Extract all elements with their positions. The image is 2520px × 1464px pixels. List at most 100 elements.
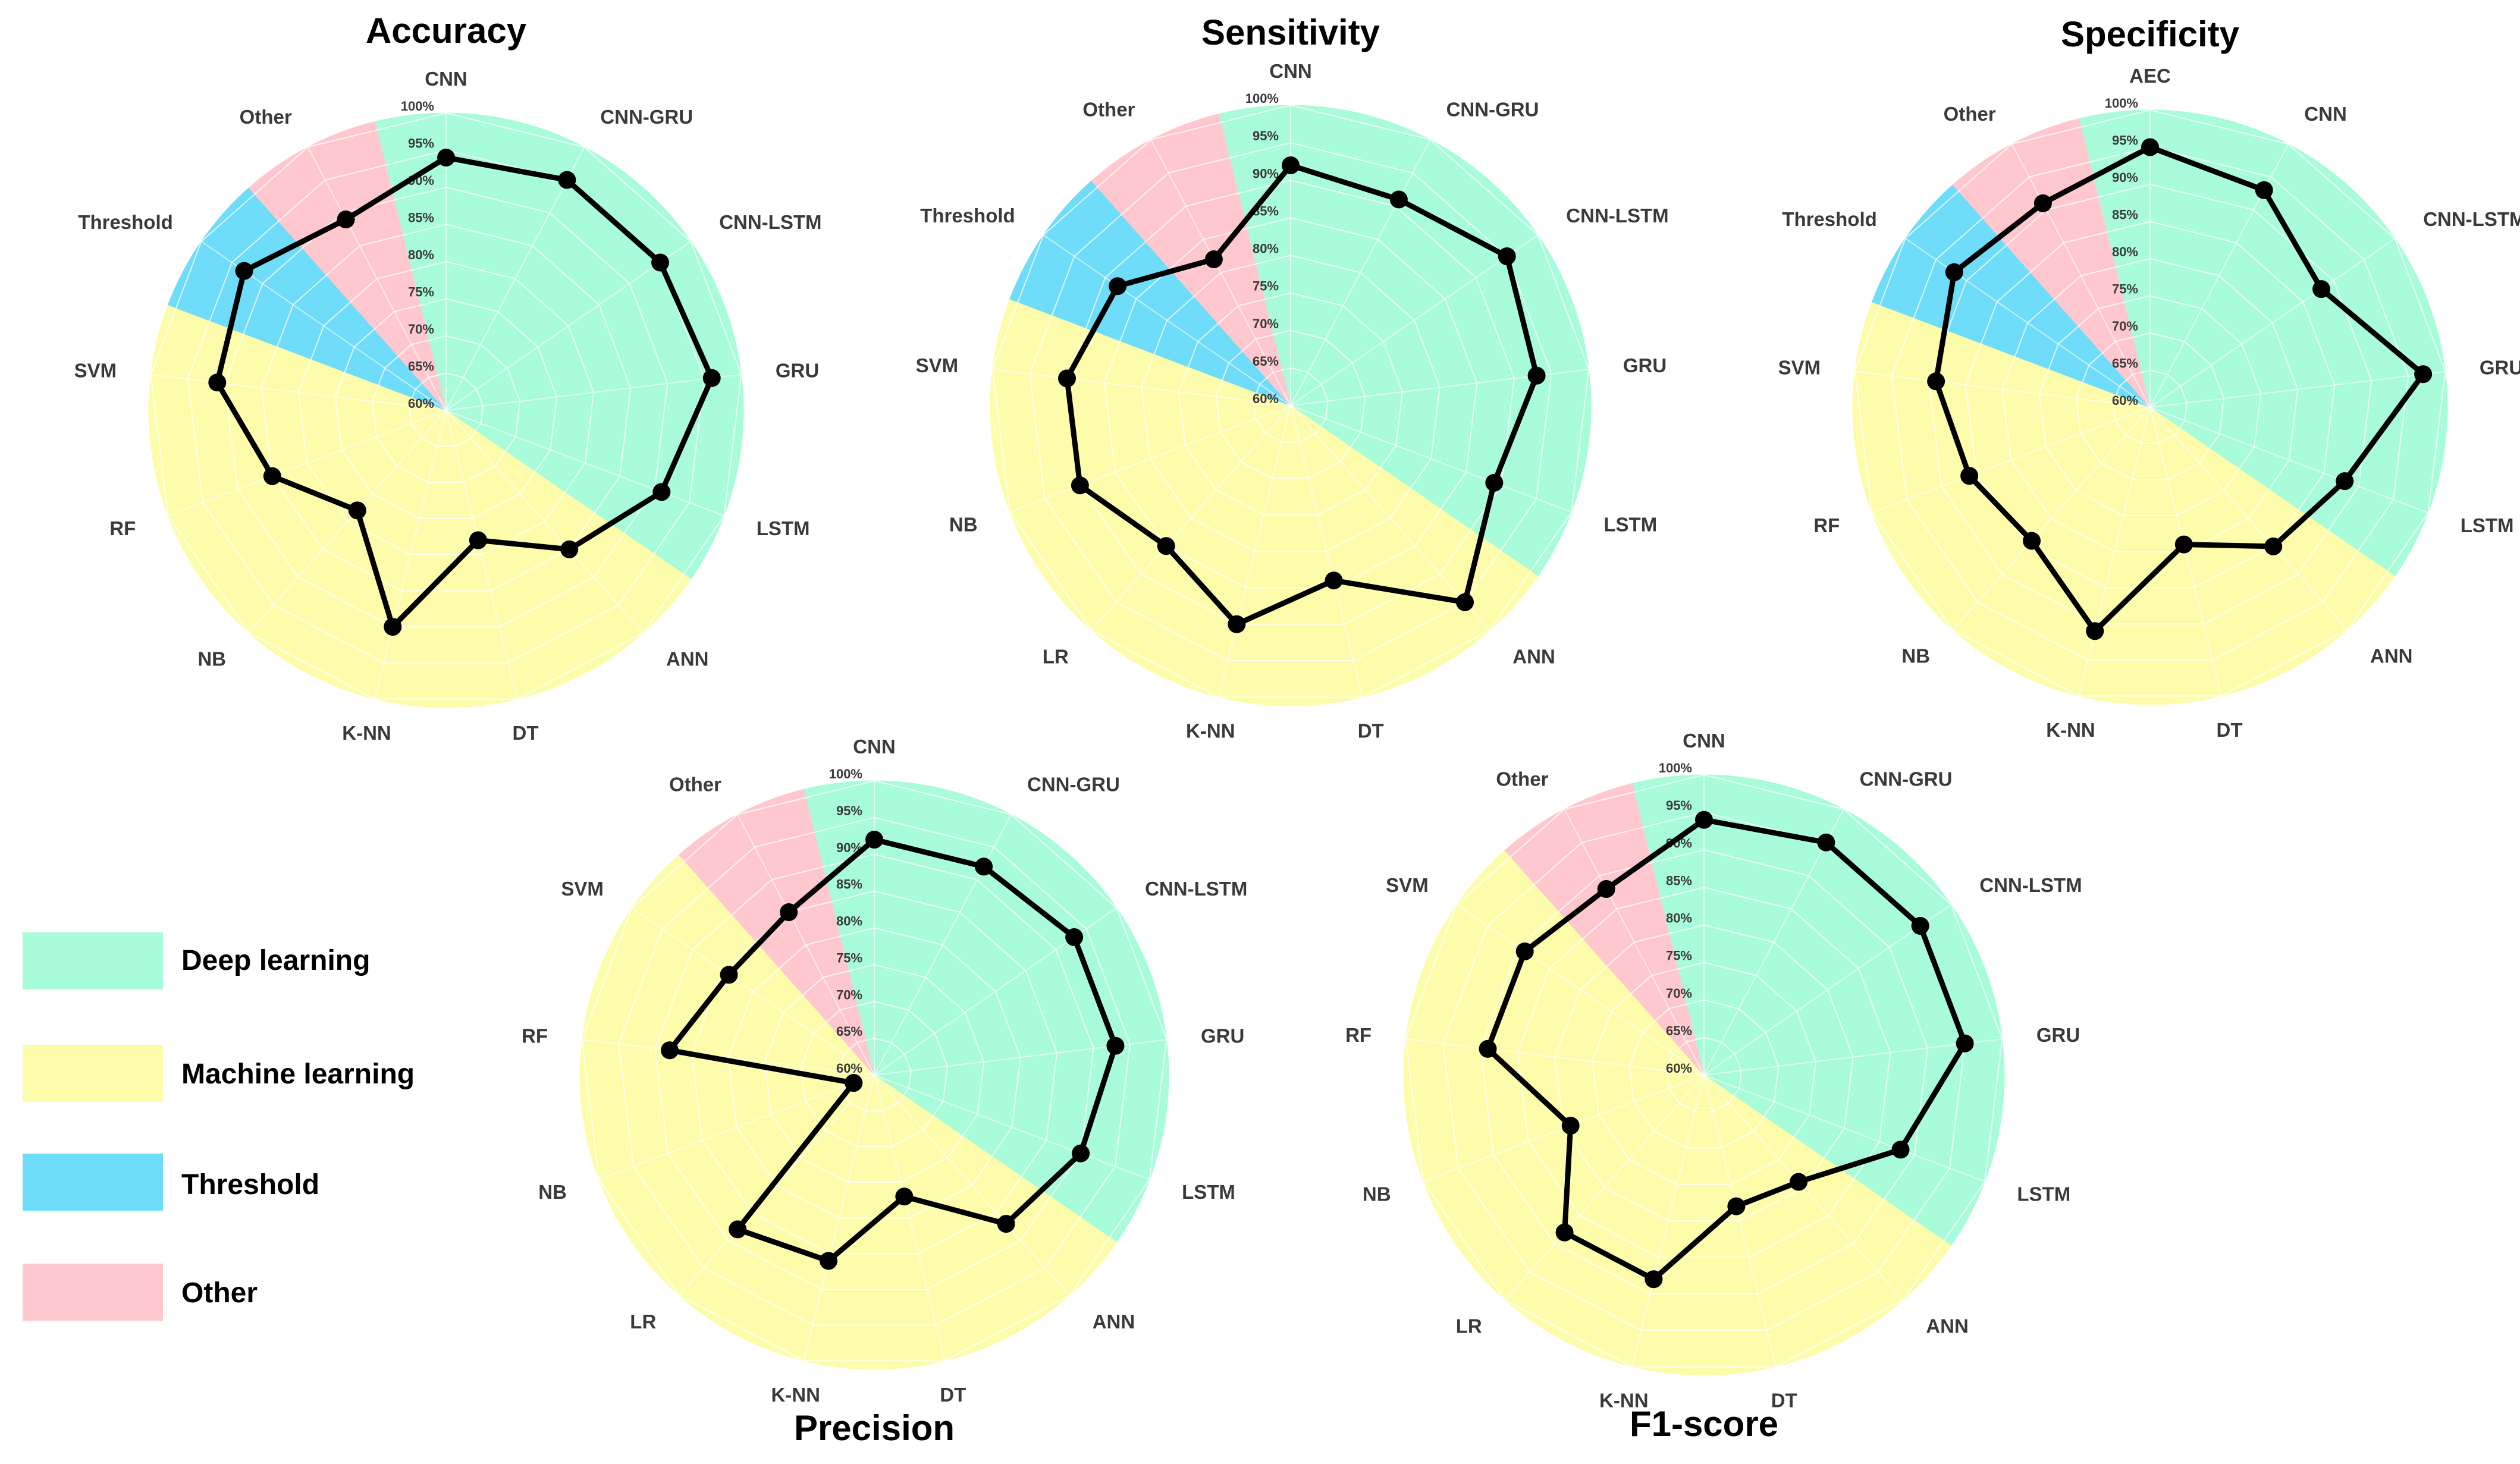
tick-label: 70% (836, 987, 862, 1002)
spoke (168, 410, 447, 517)
grid-ring (1854, 109, 2446, 697)
category-label-k-nn: K-NN (342, 722, 391, 744)
category-label-ann: ANN (2370, 645, 2413, 667)
data-point-lr (1157, 537, 1175, 555)
category-label-rf: RF (109, 517, 136, 539)
grid-ring (150, 112, 742, 700)
tick-label: 95% (836, 803, 862, 818)
data-point-cnn (1282, 156, 1300, 174)
category-label-cnn-lstm: CNN-LSTM (719, 211, 821, 233)
tick-label: 100% (2105, 96, 2138, 111)
data-point-gru (1956, 1034, 1974, 1053)
tick-label: 100% (1245, 91, 1279, 106)
grid-ring (1891, 146, 2409, 661)
grid-ring (764, 964, 985, 1183)
tick-label: 90% (1253, 166, 1279, 181)
data-point-cnn-gru (1389, 190, 1408, 209)
grid-ring (1554, 924, 1854, 1222)
data-point-threshold (1945, 263, 1963, 281)
legend-swatch-deep-learning (23, 932, 163, 989)
data-point-nb (348, 501, 366, 520)
tick-label: 70% (408, 322, 434, 337)
data-point-svm (1058, 369, 1077, 388)
data-point-gru (1527, 366, 1546, 385)
grid-ring (1928, 183, 2372, 625)
data-point-rf (263, 467, 281, 485)
spoke (1872, 407, 2151, 514)
series-line-specificity (1933, 144, 2426, 634)
tick-label: 60% (1666, 1061, 1692, 1076)
category-label-gru: GRU (776, 360, 819, 382)
category-label-rf: RF (1813, 514, 1840, 536)
tick-label: 65% (2112, 356, 2138, 371)
grid-ring (1103, 217, 1478, 589)
data-point-lr (729, 1220, 747, 1239)
data-point-lstm (1891, 1141, 1910, 1159)
grid-ring (1178, 292, 1404, 516)
spoke (2149, 407, 2348, 630)
data-point-svm (208, 373, 227, 392)
data-point-ann (560, 540, 579, 558)
chart-title-sensitivity: Sensitivity (1201, 12, 1380, 52)
category-label-cnn-lstm: CNN-LSTM (1145, 878, 1247, 900)
spoke (307, 146, 447, 411)
tick-label: 80% (1253, 241, 1279, 256)
category-label-lstm: LSTM (2017, 1183, 2070, 1205)
grid-ring (2001, 257, 2299, 552)
data-point-rf (661, 1041, 679, 1060)
category-label-svm: SVM (1778, 357, 1821, 379)
spoke (150, 373, 447, 411)
data-point-gru (2414, 365, 2433, 384)
category-label-lr: LR (630, 1311, 656, 1333)
tick-label: 100% (401, 99, 434, 114)
category-label-other: Other (240, 106, 292, 128)
spoke (874, 1075, 946, 1361)
grid-ring (2112, 369, 2188, 444)
series-line-sensitivity (1064, 162, 1540, 627)
radar-chart-accuracy: 60%65%70%75%80%85%90%95%100%CNNCNN-GRUCN… (74, 11, 822, 744)
grid-ring (837, 1038, 912, 1112)
legend-swatch-machine-learning (23, 1045, 163, 1102)
category-label-rf: RF (522, 1025, 548, 1047)
spoke (1703, 904, 1952, 1076)
data-point-cnn (437, 149, 455, 166)
spoke (1290, 405, 1363, 698)
grid-ring (2038, 295, 2262, 517)
series-line-precision (667, 837, 1118, 1264)
data-point-cnn-gru (975, 857, 993, 876)
data-point-cnn-lstm (1911, 916, 1929, 935)
spoke (1290, 234, 1539, 406)
spoke (1009, 405, 1291, 513)
spoke (874, 814, 1012, 1076)
tick-label: 85% (1666, 873, 1692, 888)
spoke (1952, 407, 2151, 630)
data-point-k-nn (1228, 615, 1246, 633)
category-label-dt: DT (940, 1384, 966, 1406)
grid-ring (1591, 962, 1817, 1185)
data-point-other (1597, 879, 1615, 898)
grid-ring (297, 260, 595, 555)
data-point-cnn (865, 831, 883, 849)
category-label-cnn: CNN (853, 736, 896, 758)
radar-chart-precision: 60%65%70%75%80%85%90%95%100%CNNCNN-GRUCN… (522, 736, 1247, 1448)
category-label-nb: NB (1901, 645, 1930, 667)
spoke (1218, 405, 1291, 698)
grid-ring (224, 186, 669, 628)
spoke (1564, 809, 1705, 1076)
spoke (1290, 405, 1572, 513)
category-label-gru: GRU (2480, 357, 2520, 379)
category-label-threshold: Threshold (920, 205, 1015, 227)
data-point-nb (1561, 1117, 1580, 1135)
category-label-lstm: LSTM (757, 517, 810, 539)
data-point-cnn-lstm (1498, 247, 1516, 265)
spoke (1290, 405, 1490, 631)
data-point-svm (1515, 943, 1534, 961)
spoke (445, 241, 692, 411)
category-label-cnn: CNN (425, 68, 467, 90)
category-label-ann: ANN (1926, 1315, 1969, 1337)
category-label-dt: DT (1771, 1390, 1797, 1412)
category-label-ann: ANN (1093, 1311, 1135, 1333)
data-point-cnn-gru (1817, 833, 1835, 852)
category-label-dt: DT (2217, 719, 2243, 741)
